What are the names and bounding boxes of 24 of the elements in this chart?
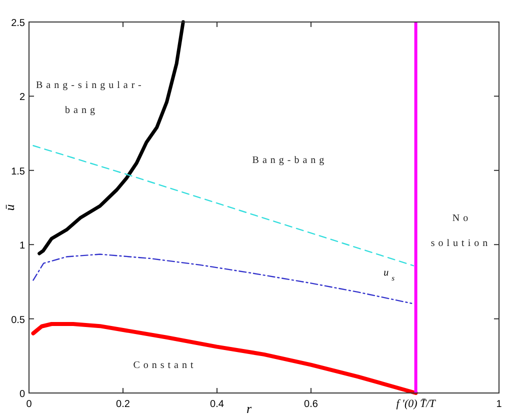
annotation: Bang-bang xyxy=(252,155,328,166)
line-series xyxy=(32,254,412,304)
ref-line-label: f ′(0) T̄/T xyxy=(396,398,436,410)
annotation: Constant xyxy=(133,360,197,371)
y-tick-label: 1.5 xyxy=(11,166,26,178)
y-axis-title: ū xyxy=(2,204,17,211)
x-tick-label: 0.6 xyxy=(304,399,318,410)
y-tick-label: 2.5 xyxy=(11,18,26,29)
annotation: bang xyxy=(65,105,98,116)
line-series xyxy=(31,322,418,395)
y-tick-label: 0.5 xyxy=(11,314,26,326)
y-tick-label: 2 xyxy=(19,92,26,104)
line-series xyxy=(38,20,185,256)
x-tick-label: 0 xyxy=(26,399,32,410)
x-tick-label: 0.4 xyxy=(210,399,224,410)
y-tick-label: 1 xyxy=(19,240,26,252)
y-tick-label: 0 xyxy=(19,389,26,400)
x-tick-label: 0.2 xyxy=(116,399,130,410)
x-axis-title: r xyxy=(246,401,252,416)
annotation: solution xyxy=(430,238,492,249)
x-tick-label: 1 xyxy=(496,399,502,410)
annotation: Bang-singular- xyxy=(36,80,145,91)
annotation: No xyxy=(452,213,472,224)
series-label: u$_{s}$ xyxy=(384,267,398,282)
